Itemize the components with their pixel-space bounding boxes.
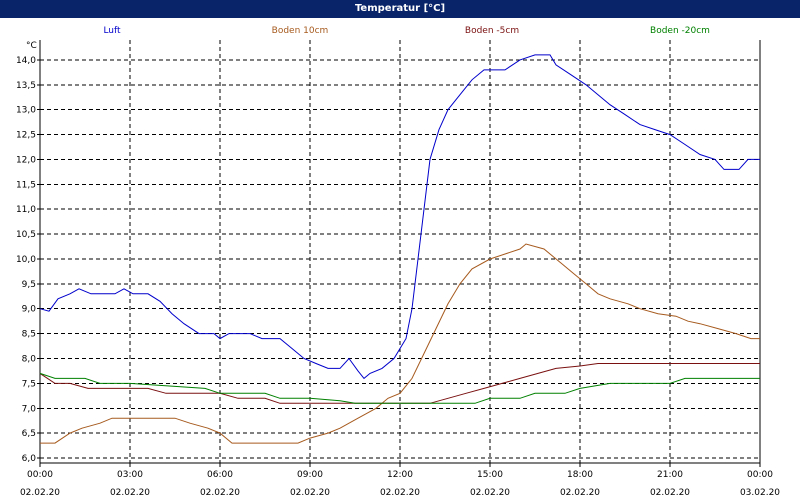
legend-item: Boden -20cm <box>650 26 710 36</box>
axes: 6,0 6,5 7,0 7,5 8,0 8,5 9,0 9,5 10,0 10,5 11,0 11,5… <box>16 40 780 498</box>
y-tick-label: 7,5 <box>22 379 36 389</box>
y-tick-label: 12,5 <box>16 131 36 141</box>
y-tick-label: 14,0 <box>16 56 36 66</box>
series-line <box>39 363 760 404</box>
x-tick-label-date: 03.02.20 <box>740 488 780 498</box>
x-tick-label-time: 12:00 <box>387 470 413 480</box>
x-tick-label-date: 02.02.20 <box>200 488 240 498</box>
y-tick-label: 13,5 <box>16 81 36 91</box>
x-tick-label-date: 02.02.20 <box>470 488 510 498</box>
series-line <box>39 54 760 380</box>
x-tick-label-date: 02.02.20 <box>290 488 330 498</box>
x-tick-label-date: 02.02.20 <box>380 488 420 498</box>
y-tick-label: 13,0 <box>16 106 36 116</box>
y-tick-label: 11,0 <box>16 205 36 215</box>
x-tick-label-time: 09:00 <box>297 470 323 480</box>
x-tick-label-date: 02.02.20 <box>20 488 60 498</box>
x-tick-label-date: 02.02.20 <box>560 488 600 498</box>
y-axis-label: °C <box>26 41 37 51</box>
x-tick-label-time: 00:00 <box>27 470 53 480</box>
x-tick-label-time: 06:00 <box>207 470 233 480</box>
series-line <box>40 243 760 444</box>
x-tick-label-time: 18:00 <box>567 470 593 480</box>
y-tick-label: 8,0 <box>22 354 37 364</box>
y-tick-label: 9,5 <box>22 280 36 290</box>
y-tick-label: 6,5 <box>22 429 36 439</box>
temperature-chart: Luft Boden 10cm Boden -5cm Boden -20cm 6,06… <box>16 26 780 498</box>
x-tick-label-time: 21:00 <box>657 470 683 480</box>
y-tick-label: 10,0 <box>16 255 36 265</box>
y-tick-label: 12,0 <box>16 155 36 165</box>
y-tick-label: 11,5 <box>16 180 36 190</box>
x-tick-label-time: 00:00 <box>747 470 773 480</box>
x-tick-label-time: 15:00 <box>477 470 503 480</box>
x-tick-label-time: 03:00 <box>117 470 143 480</box>
y-tick-label: 8,5 <box>22 330 36 340</box>
legend: Luft Boden 10cm Boden -5cm Boden -20cm <box>103 26 710 36</box>
series <box>39 54 760 444</box>
legend-item: Boden -5cm <box>465 26 519 36</box>
legend-item: Boden 10cm <box>272 26 329 36</box>
y-tick-label: 10,5 <box>16 230 36 240</box>
y-tick-label: 9,0 <box>22 305 37 315</box>
x-tick-label-date: 02.02.20 <box>650 488 690 498</box>
chart-panel: Luft Boden 10cm Boden -5cm Boden -20cm 6,0 6… <box>0 18 800 500</box>
legend-item: Luft <box>103 26 121 36</box>
chart-title: Temperatur [°C] <box>0 0 800 18</box>
x-tick-label-date: 02.02.20 <box>110 488 150 498</box>
y-tick-label: 6,0 <box>22 454 37 464</box>
series-line <box>39 372 760 404</box>
grid <box>40 40 760 463</box>
y-tick-label: 7,0 <box>22 404 37 414</box>
